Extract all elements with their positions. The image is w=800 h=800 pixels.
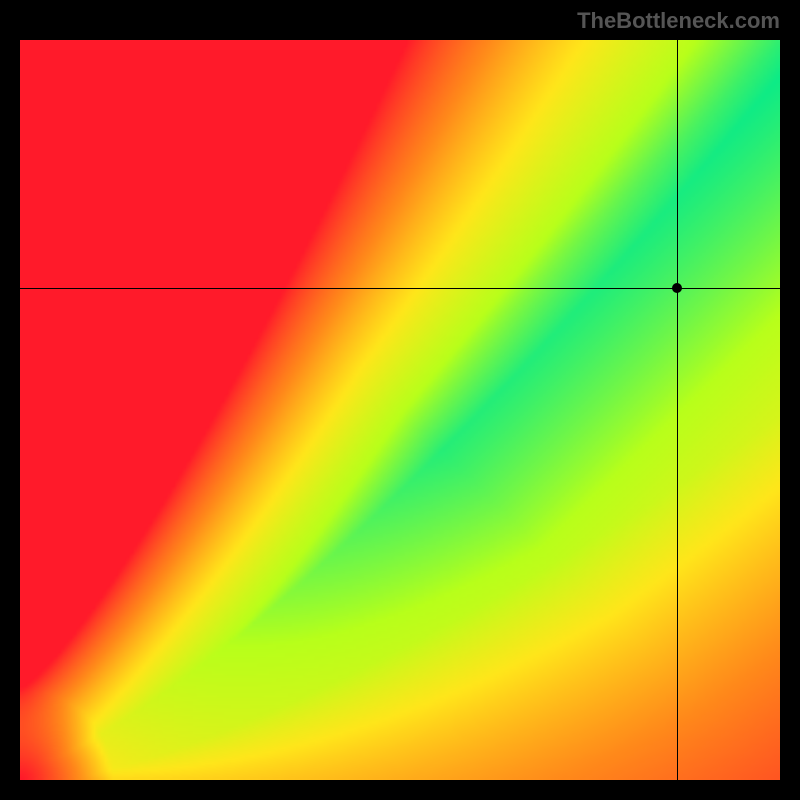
- heatmap-canvas: [20, 40, 780, 780]
- crosshair-horizontal: [20, 288, 780, 289]
- watermark-text: TheBottleneck.com: [577, 8, 780, 34]
- crosshair-vertical: [677, 40, 678, 780]
- marker-dot: [672, 283, 682, 293]
- heatmap-plot: [20, 40, 780, 780]
